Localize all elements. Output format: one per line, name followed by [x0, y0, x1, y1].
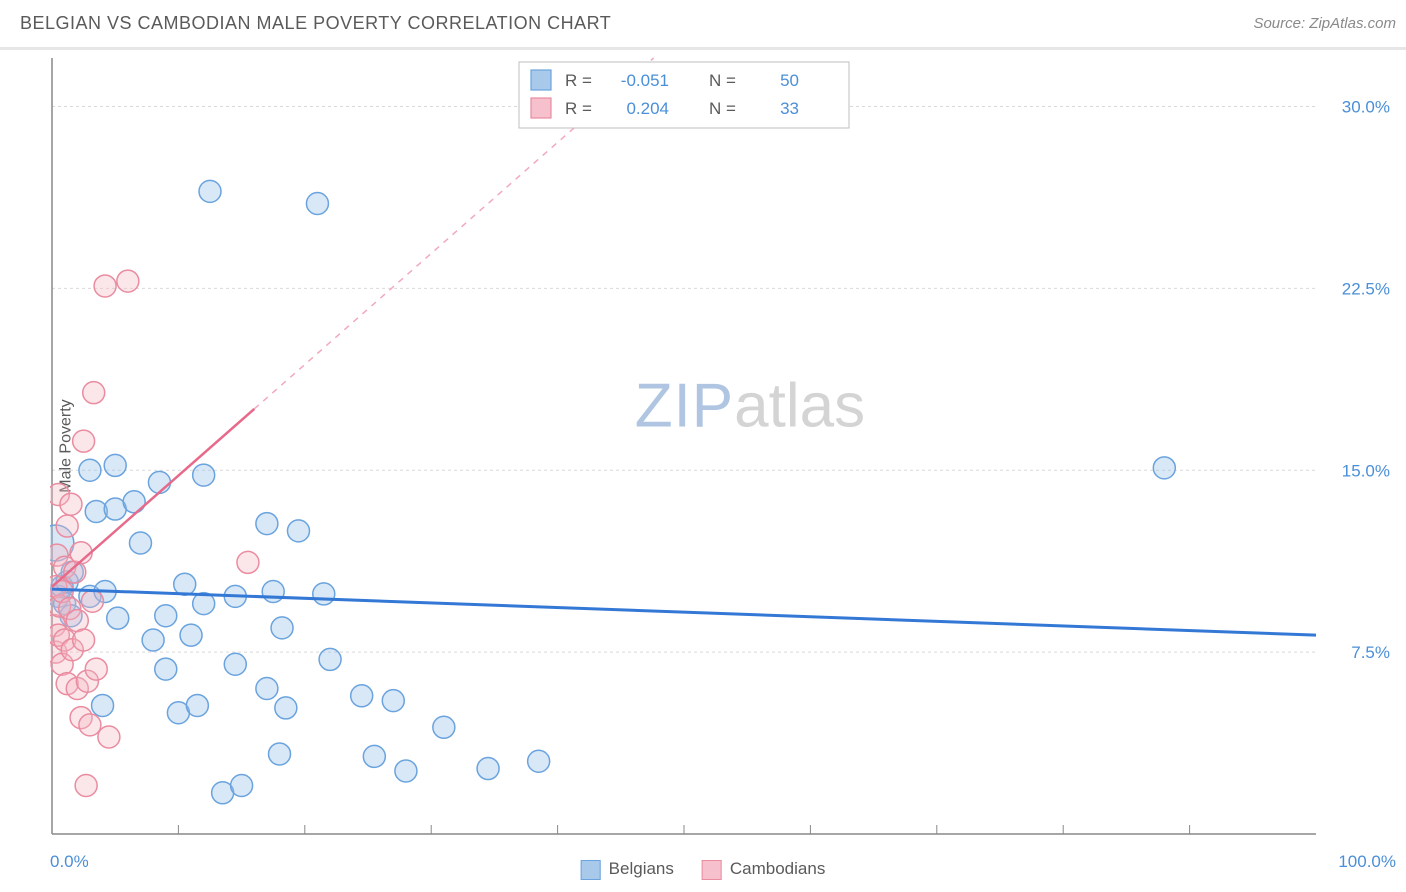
- scatter-svg: 7.5% 15.0% 22.5% 30.0% R = -0.051 N = 50 R = 0.20…: [50, 50, 1396, 842]
- svg-text:33: 33: [780, 99, 799, 118]
- legend-item-belgians: Belgians: [581, 859, 674, 880]
- svg-text:N =: N =: [709, 99, 736, 118]
- svg-text:15.0%: 15.0%: [1342, 461, 1390, 480]
- bottom-legend: Belgians Cambodians: [581, 859, 826, 880]
- chart-source: Source: ZipAtlas.com: [1253, 15, 1396, 32]
- chart-header: BELGIAN VS CAMBODIAN MALE POVERTY CORREL…: [0, 0, 1406, 50]
- legend-item-cambodians: Cambodians: [702, 859, 825, 880]
- x-max-label: 100.0%: [1338, 852, 1396, 872]
- x-min-label: 0.0%: [50, 852, 89, 872]
- svg-text:R =: R =: [565, 71, 592, 90]
- swatch-pink-icon: [702, 860, 722, 880]
- chart-title: BELGIAN VS CAMBODIAN MALE POVERTY CORREL…: [20, 13, 611, 34]
- swatch-blue-icon: [581, 860, 601, 880]
- svg-text:R =: R =: [565, 99, 592, 118]
- svg-text:22.5%: 22.5%: [1342, 279, 1390, 298]
- svg-text:-0.051: -0.051: [621, 71, 669, 90]
- svg-text:50: 50: [780, 71, 799, 90]
- svg-text:0.204: 0.204: [626, 99, 669, 118]
- plot-area: 7.5% 15.0% 22.5% 30.0% R = -0.051 N = 50 R = 0.20…: [50, 50, 1396, 842]
- svg-text:N =: N =: [709, 71, 736, 90]
- svg-text:30.0%: 30.0%: [1342, 98, 1390, 117]
- svg-text:7.5%: 7.5%: [1351, 643, 1390, 662]
